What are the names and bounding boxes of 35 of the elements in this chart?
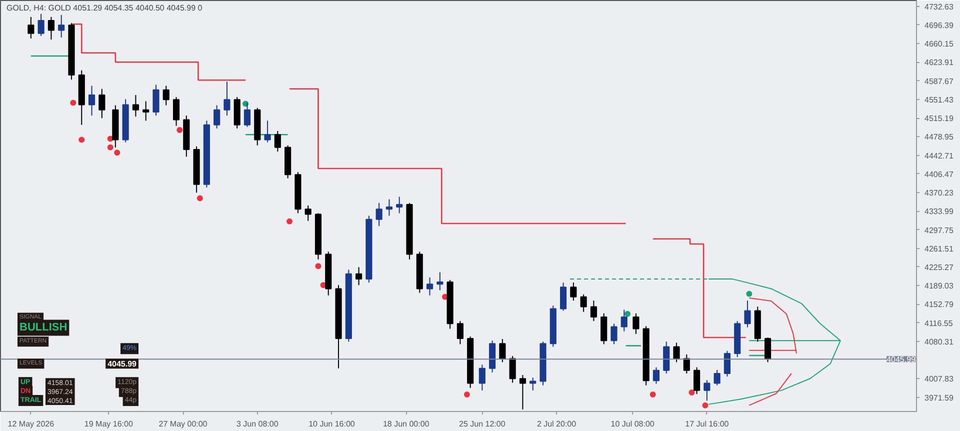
annotation: BULLISH: [20, 322, 68, 334]
x-tick-label: 27 May 00:00: [158, 420, 208, 428]
y-tick-label: 4007.83: [924, 374, 954, 384]
y-tick-label: 4225.27: [924, 263, 954, 272]
y-tick-label: 4261.51: [924, 244, 954, 254]
x-tick-label: 2 Jul 20:00: [536, 420, 577, 428]
y-tick-label: 4152.79: [924, 300, 954, 310]
y-tick-label: 4478.95: [924, 132, 954, 142]
x-tick-label: 12 May 2026: [8, 420, 55, 428]
y-tick-label: 3971.59: [924, 393, 954, 402]
x-tick-label: 19 May 16:00: [84, 420, 134, 428]
y-tick-label: 4660.15: [924, 40, 954, 49]
annotation: 4045.99: [108, 360, 138, 369]
y-tick-label: 4551.43: [924, 95, 954, 104]
y-tick-label: 4116.55: [924, 318, 954, 328]
x-tick-label: 25 Jun 12:00: [459, 420, 506, 428]
y-tick-label: 4080.31: [924, 337, 954, 346]
y-tick-label: 4189.03: [924, 282, 954, 291]
y-tick-label: 4515.19: [924, 114, 954, 124]
ref-line-label: 4045.99: [886, 355, 916, 364]
y-tick-label: 4297.75: [924, 226, 954, 235]
y-tick-label: 4442.71: [924, 151, 954, 160]
y-tick-label: 4732.63: [924, 2, 954, 12]
y-tick-label: 4370.23: [924, 188, 954, 198]
x-tick-label: 10 Jun 16:00: [308, 420, 356, 428]
y-tick-label: 4623.91: [924, 58, 954, 68]
y-tick-label: 4406.47: [924, 170, 954, 179]
chart-title: GOLD, H4: GOLD 4051.29 4054.35 4040.50 4045.99 0: [6, 3, 203, 12]
y-tick-label: 4333.99: [924, 207, 954, 216]
x-tick-label: 18 Jun 00:00: [382, 420, 430, 428]
x-tick-label: 3 Jun 08:00: [236, 420, 279, 428]
x-tick-label: 10 Jul 08:00: [610, 420, 655, 428]
y-tick-label: 4587.67: [924, 76, 954, 86]
x-tick-label: 17 Jul 16:00: [685, 420, 730, 428]
y-tick-label: 4696.39: [924, 20, 954, 30]
